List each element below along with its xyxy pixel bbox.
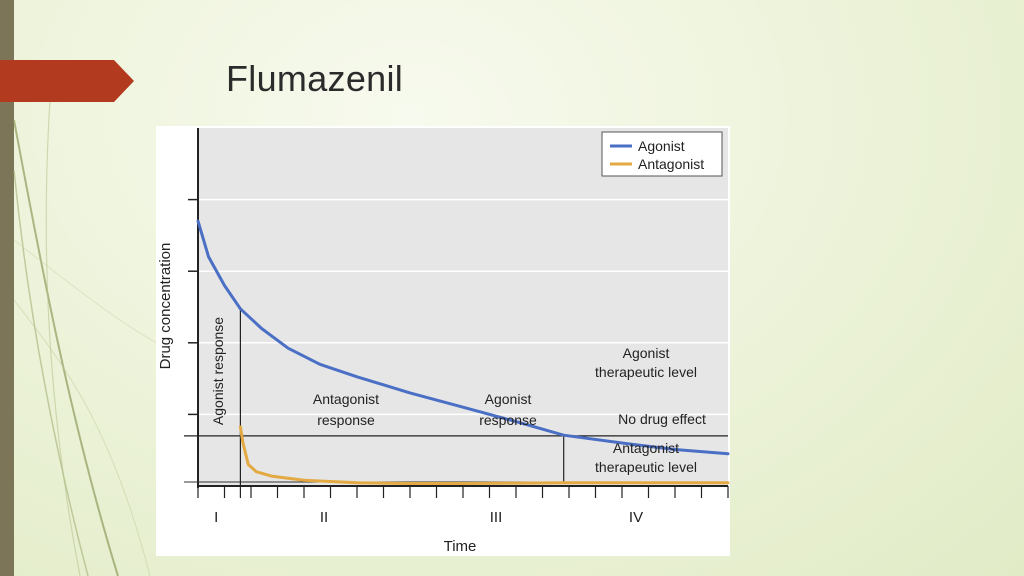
chart-panel: Time Drug concentration I II III IV Agonist re… (156, 126, 730, 556)
series-line-agonist (196, 219, 730, 456)
phase-label-ii: II (320, 509, 328, 526)
annotation-agonist-response-left: Agonist response (210, 317, 226, 425)
y-axis-label: Drug concentration (157, 243, 174, 370)
annotation-agonist-response: response (479, 412, 537, 428)
annotation-agonist-therapeutic: Agonist (623, 345, 670, 361)
phase-label-iv: IV (629, 509, 643, 526)
legend-label-agonist: Agonist (638, 138, 685, 154)
annotation-no-drug-effect: No drug effect (618, 411, 706, 427)
grid-lines (198, 198, 728, 416)
annotation-agonist-response: Agonist (485, 391, 532, 407)
series (196, 219, 730, 485)
legend: Agonist Antagonist (601, 131, 723, 177)
annotation-agonist-therapeutic: therapeutic level (595, 364, 697, 380)
annotation-antagonist-response: Antagonist (313, 391, 379, 407)
slide-title: Flumazenil (226, 58, 404, 99)
title-accent-arrow (0, 60, 134, 102)
annotation-antagonist-therapeutic: therapeutic level (595, 459, 697, 475)
left-side-bar (0, 0, 14, 576)
series-line-antagonist (238, 425, 730, 485)
annotation-antagonist-response: response (317, 412, 375, 428)
phase-label-iii: III (490, 509, 503, 526)
decorative-lines (13, 99, 171, 576)
annotation-antagonist-therapeutic: Antagonist (613, 440, 679, 456)
reference-lines (184, 308, 728, 498)
legend-label-antagonist: Antagonist (638, 156, 704, 172)
phase-label-i: I (214, 509, 218, 526)
legend-box (601, 131, 723, 177)
x-axis-label: Time (444, 538, 477, 555)
plot-background (198, 128, 728, 486)
